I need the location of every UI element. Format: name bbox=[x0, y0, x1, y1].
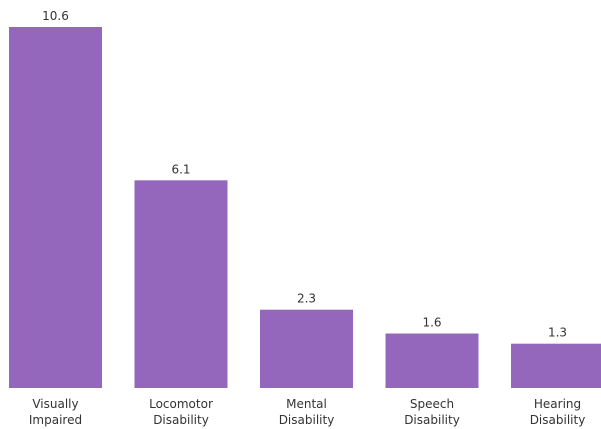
bars-layer bbox=[9, 27, 601, 388]
bar-1 bbox=[134, 180, 228, 388]
bar-value-label-2: 2.3 bbox=[297, 292, 316, 306]
bar-4 bbox=[511, 343, 601, 388]
bar-2 bbox=[260, 309, 353, 388]
category-label-0-line-0: Visually bbox=[32, 397, 78, 411]
category-label-4-line-1: Disability bbox=[530, 413, 586, 427]
category-label-3: Speech Disability bbox=[404, 397, 460, 427]
category-label-0: Visually Impaired bbox=[29, 397, 82, 427]
category-label-3-line-0: Speech bbox=[410, 397, 454, 411]
bar-value-label-3: 1.6 bbox=[422, 316, 441, 330]
category-label-1-line-1: Disability bbox=[153, 413, 209, 427]
category-label-3-line-1: Disability bbox=[404, 413, 460, 427]
bar-0 bbox=[9, 27, 102, 388]
category-label-4: Hearing Disability bbox=[530, 397, 586, 427]
bar-value-label-1: 6.1 bbox=[171, 162, 190, 176]
bar-value-label-0: 10.6 bbox=[42, 9, 69, 23]
bar-3 bbox=[385, 333, 479, 388]
value-labels-layer: 10.6 6.1 2.3 1.6 1.3 bbox=[42, 9, 567, 340]
category-label-1-line-0: Locomotor bbox=[149, 397, 213, 411]
bar-value-label-4: 1.3 bbox=[548, 326, 567, 340]
category-label-1: Locomotor Disability bbox=[149, 397, 213, 427]
category-label-2-line-1: Disability bbox=[279, 413, 335, 427]
category-label-4-line-0: Hearing bbox=[534, 397, 581, 411]
category-label-2: Mental Disability bbox=[279, 397, 335, 427]
category-label-2-line-0: Mental bbox=[286, 397, 327, 411]
category-label-0-line-1: Impaired bbox=[29, 413, 82, 427]
